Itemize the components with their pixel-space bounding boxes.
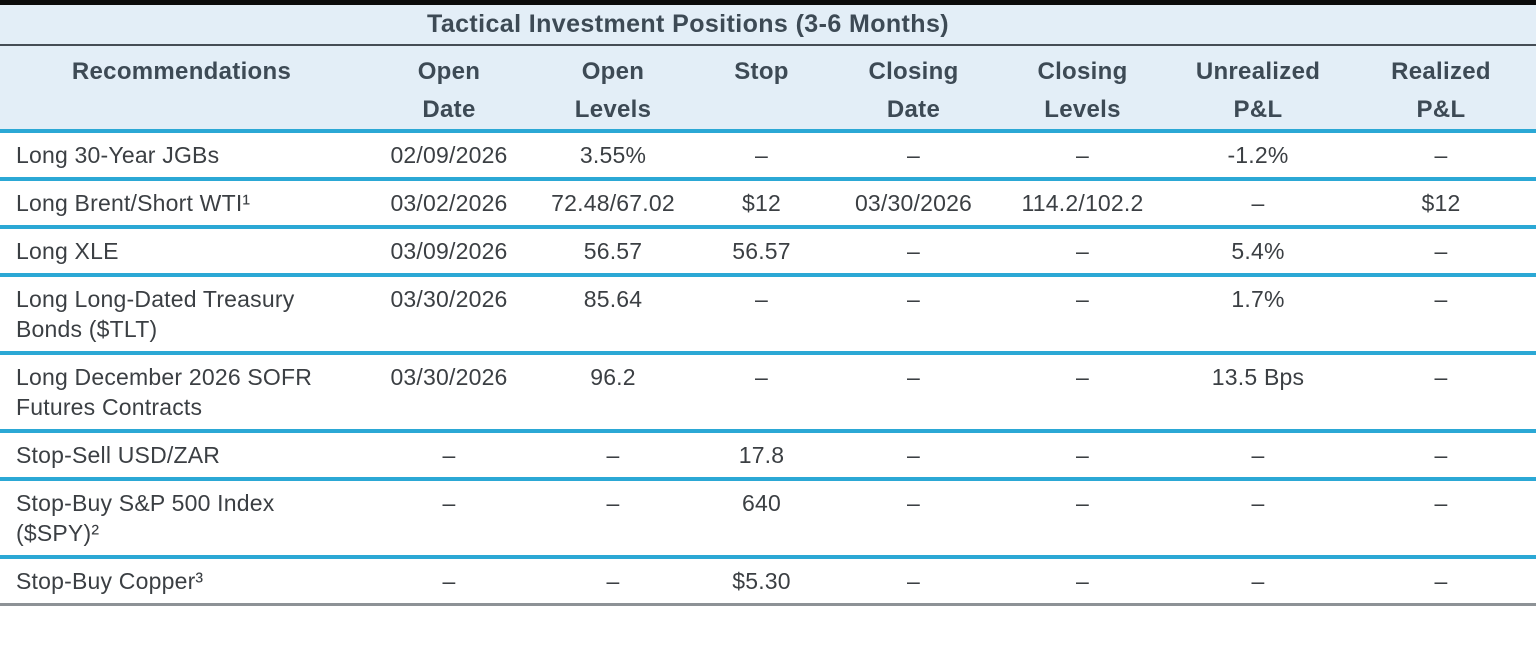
table-cell: 03/30/2026 xyxy=(363,353,535,433)
table-cell: 85.64 xyxy=(535,275,691,355)
table-row: Long Long-Dated Treasury Bonds ($TLT) 03/… xyxy=(0,275,1536,355)
table-cell: – xyxy=(1170,179,1346,229)
table-cell: – xyxy=(832,479,995,559)
table-title: Tactical Investment Positions (3-6 Month… xyxy=(427,10,949,38)
table-cell: – xyxy=(995,431,1170,481)
table-row: Long 30-Year JGBs 02/09/2026 3.55% – – – -1.2%… xyxy=(0,131,1536,181)
table-cell: – xyxy=(1346,557,1536,606)
table-cell: $12 xyxy=(691,179,832,229)
table-cell: – xyxy=(995,227,1170,277)
column-header-recommendations: Recommendations xyxy=(0,46,363,133)
table-cell: – xyxy=(1346,275,1536,355)
table-cell: – xyxy=(995,557,1170,606)
table-row: Stop-Buy Copper³ – – $5.30– – – – xyxy=(0,557,1536,606)
column-header-open-levels: Open Levels xyxy=(535,46,691,133)
table-cell: Long Long-Dated Treasury Bonds ($TLT) xyxy=(0,275,363,355)
table-cell: 17.8 xyxy=(691,431,832,481)
top-divider-bar xyxy=(0,0,1536,5)
table-cell: – xyxy=(1346,353,1536,433)
table-cell: – xyxy=(832,131,995,181)
table-cell: 03/09/2026 xyxy=(363,227,535,277)
header-row: Recommendations Open Date Open Levels Stop Clo… xyxy=(0,46,1536,133)
table-cell: 3.55% xyxy=(535,131,691,181)
table-cell: Long December 2026 SOFR Futures Contract… xyxy=(0,353,363,433)
column-header-closing-levels: Closing Levels xyxy=(995,46,1170,133)
table-cell: Long XLE xyxy=(0,227,363,277)
column-header-unrealized-pnl: Unrealized P&L xyxy=(1170,46,1346,133)
table-cell: – xyxy=(995,131,1170,181)
table-row: Long XLE 03/09/2026 56.57 56.57– –5.4% – xyxy=(0,227,1536,277)
column-header-open-date: Open Date xyxy=(363,46,535,133)
table-cell: – xyxy=(1346,227,1536,277)
table-cell: 56.57 xyxy=(691,227,832,277)
column-header-realized-pnl: Realized P&L xyxy=(1346,46,1536,133)
table-cell: – xyxy=(995,275,1170,355)
table-cell: – xyxy=(832,275,995,355)
table-cell: – xyxy=(691,353,832,433)
table-cell: – xyxy=(363,431,535,481)
table-cell: – xyxy=(535,557,691,606)
table-row: Stop-Sell USD/ZAR – –17.8– – – – xyxy=(0,431,1536,481)
table-cell: 03/30/2026 xyxy=(363,275,535,355)
table-cell: 114.2/102.2 xyxy=(995,179,1170,229)
table-row: Long Brent/Short WTI¹ 03/02/2026 72.48/67.… xyxy=(0,179,1536,229)
table-cell: – xyxy=(363,557,535,606)
table-cell: 5.4% xyxy=(1170,227,1346,277)
table-cell: – xyxy=(832,557,995,606)
table-cell: -1.2% xyxy=(1170,131,1346,181)
table-cell: – xyxy=(535,479,691,559)
table-cell: Long 30-Year JGBs xyxy=(0,131,363,181)
table-row: Long December 2026 SOFR Futures Contract… xyxy=(0,353,1536,433)
table-cell: – xyxy=(535,431,691,481)
table-cell: Stop-Buy S&P 500 Index ($SPY)² xyxy=(0,479,363,559)
table-cell: 03/02/2026 xyxy=(363,179,535,229)
table-cell: 13.5 Bps xyxy=(1170,353,1346,433)
column-header-stop: Stop xyxy=(691,46,832,133)
table-cell: – xyxy=(691,131,832,181)
table-cell: $12 xyxy=(1346,179,1536,229)
table-cell: – xyxy=(1170,557,1346,606)
table-cell: – xyxy=(1346,479,1536,559)
table-cell: – xyxy=(832,227,995,277)
table-cell: – xyxy=(1346,131,1536,181)
tactical-positions-table: Recommendations Open Date Open Levels Stop Clo… xyxy=(0,46,1536,606)
table-cell: – xyxy=(832,353,995,433)
table-cell: 72.48/67.02 xyxy=(535,179,691,229)
table-cell: Stop-Buy Copper³ xyxy=(0,557,363,606)
table-cell: – xyxy=(363,479,535,559)
table-cell: Stop-Sell USD/ZAR xyxy=(0,431,363,481)
table-cell: – xyxy=(1170,431,1346,481)
table-cell: 03/30/2026 xyxy=(832,179,995,229)
table-cell: 02/09/2026 xyxy=(363,131,535,181)
table-cell: 1.7% xyxy=(1170,275,1346,355)
table-body: Long 30-Year JGBs 02/09/2026 3.55% – – – -1.2%… xyxy=(0,131,1536,606)
table-cell: – xyxy=(1346,431,1536,481)
table-cell: – xyxy=(995,479,1170,559)
table-cell: – xyxy=(995,353,1170,433)
table-cell: Long Brent/Short WTI¹ xyxy=(0,179,363,229)
table-title-band: Tactical Investment Positions (3-6 Month… xyxy=(0,5,1536,46)
table-cell: 96.2 xyxy=(535,353,691,433)
table-cell: – xyxy=(1170,479,1346,559)
table-cell: $5.30 xyxy=(691,557,832,606)
table-cell: 640 xyxy=(691,479,832,559)
table-row: Stop-Buy S&P 500 Index ($SPY)² – –640– – – – xyxy=(0,479,1536,559)
table-cell: 56.57 xyxy=(535,227,691,277)
table-cell: – xyxy=(691,275,832,355)
table-cell: – xyxy=(832,431,995,481)
column-header-closing-date: Closing Date xyxy=(832,46,995,133)
